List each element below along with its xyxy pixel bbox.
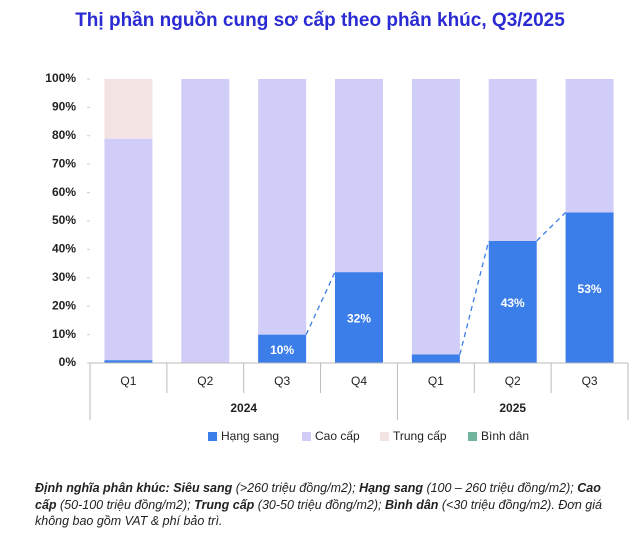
y-tick-label: 20% [52,298,76,312]
footnote-text: (50-100 triệu đồng/m2); [56,497,195,512]
footnote-text: Hạng sang [359,481,423,495]
bar-segment [565,79,614,213]
legend-swatch [302,432,311,441]
y-tick-label: 100% [45,71,76,85]
bar-segment [411,354,460,363]
y-tick-label: 30% [52,270,76,284]
y-tick-label: 60% [52,185,76,199]
x-tick-label: Q1 [428,374,444,388]
x-tick-label: Q3 [274,374,290,388]
x-tick-label: Q4 [351,374,367,388]
footnote-text: Trung cấp [194,497,255,512]
footnote-text: (30-50 triệu đồng/m2); [254,497,385,512]
legend-label: Bình dân [481,429,529,443]
bar-segment [104,79,153,139]
chart-title: Thị phần nguồn cung sơ cấp theo phân khú… [75,10,565,31]
group-label: 2025 [499,401,526,415]
data-label: 43% [501,296,525,310]
footnote-text: Cao cấp [35,481,601,512]
bar-segment [335,79,383,273]
connector-line [459,240,490,355]
bar-segment [488,240,537,363]
y-tick-label: 50% [52,213,76,227]
data-label: 53% [578,282,602,296]
legend-label: Cao cấp [315,429,360,443]
data-label: 32% [347,312,371,326]
connector-line [305,271,336,335]
bar-segment [181,79,230,363]
legend-label: Trung cấp [393,429,447,443]
footnote-text: Bình dân [384,497,439,512]
bar-segment [335,272,383,363]
bar-segment [258,334,307,363]
y-tick-label: 0% [59,355,77,369]
footnote-text: Định nghĩa phân khúc: Siêu sang [35,481,233,495]
bar-segment [488,79,537,241]
connector-line [536,212,567,242]
x-tick-label: Q2 [197,374,213,388]
y-tick-label: 70% [52,156,76,170]
data-label: 10% [270,343,294,357]
bar-segment [411,79,460,355]
footnote-text: (>260 triệu đồng/m2); [232,481,360,495]
y-tick-label: 90% [52,100,76,114]
legend-label: Hạng sang [221,429,279,443]
bar-segment [258,79,307,335]
bar-segment [565,212,614,363]
footnote: Định nghĩa phân khúc: Siêu sang (>260 tr… [35,480,610,530]
footnote-text: (<30 triệu đồng/m2). Đơn giá không bao g… [35,497,602,529]
bar-segment [104,138,153,361]
y-tick-label: 40% [52,242,76,256]
x-tick-label: Q1 [120,374,136,388]
x-tick-label: Q3 [582,374,598,388]
bar-segment [104,360,153,363]
legend-swatch [380,432,389,441]
group-label: 2024 [230,401,257,415]
chart: Thị phần nguồn cung sơ cấp theo phân khú… [45,10,629,443]
x-tick-label: Q2 [505,374,521,388]
footnote-text: (100 – 260 triệu đồng/m2); [422,481,578,495]
legend-swatch [468,432,477,441]
legend-swatch [208,432,217,441]
y-tick-label: 80% [52,128,76,142]
y-tick-label: 10% [52,327,76,341]
